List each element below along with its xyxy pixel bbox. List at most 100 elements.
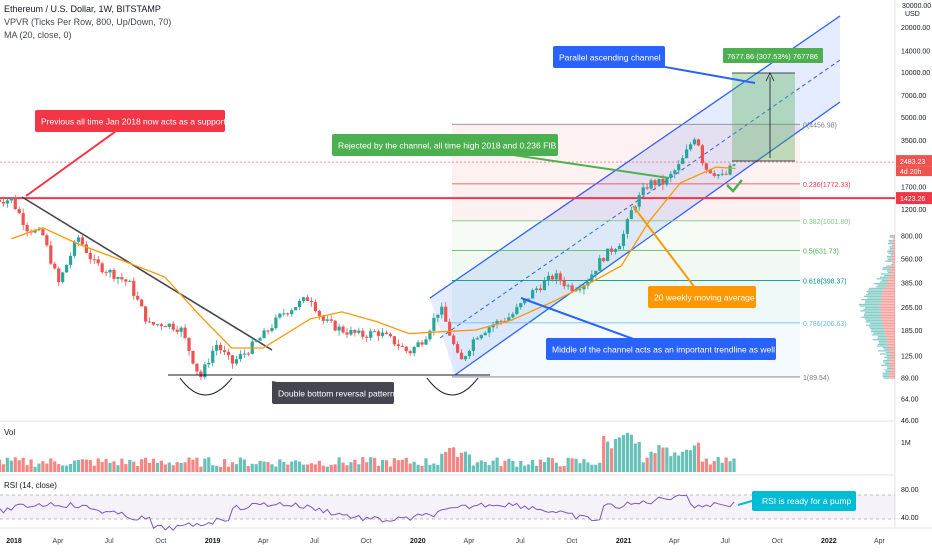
candle-body[interactable] [143,306,148,322]
candle-body[interactable] [692,139,697,145]
measure-box[interactable] [732,73,795,161]
candle-body[interactable] [136,295,140,300]
candle-body[interactable] [353,329,357,333]
candle-body[interactable] [234,359,239,364]
candle-body[interactable] [68,255,73,265]
candle-body[interactable] [673,170,677,174]
candle-body[interactable] [246,353,250,355]
candle-body[interactable] [412,347,416,354]
candle-body[interactable] [325,319,329,321]
candle-body[interactable] [369,331,373,338]
candle-body[interactable] [653,180,657,186]
candle-body[interactable] [294,307,298,311]
candle-body[interactable] [215,344,219,351]
candle-body[interactable] [124,279,128,282]
candle-body[interactable] [72,241,77,256]
candle-body[interactable] [459,352,464,360]
candle-body[interactable] [404,346,408,352]
ma20-line[interactable] [11,166,736,349]
candle-body[interactable] [278,313,282,318]
candle-body[interactable] [479,335,483,339]
candle-body[interactable] [309,300,314,303]
candle-body[interactable] [274,317,278,329]
candle-body[interactable] [357,330,361,333]
candle-body[interactable] [515,307,519,315]
candle-body[interactable] [590,274,594,283]
candle-body[interactable] [9,198,13,201]
candle-body[interactable] [665,177,669,185]
candle-body[interactable] [37,229,41,231]
candle-body[interactable] [376,331,381,336]
candle-body[interactable] [349,329,353,335]
candle-body[interactable] [290,310,294,315]
candle-body[interactable] [463,356,468,360]
candle-body[interactable] [104,272,108,274]
downtrend-line[interactable] [21,196,273,351]
candle-body[interactable] [100,263,104,273]
candle-body[interactable] [191,351,195,364]
candle-body[interactable] [305,297,310,301]
candle-body[interactable] [321,315,325,321]
candle-body[interactable] [396,344,400,347]
candle-body[interactable] [65,264,69,273]
double-bottom-note-box[interactable] [272,382,394,404]
candle-body[interactable] [238,354,242,360]
candle-body[interactable] [345,332,349,335]
candle-body[interactable] [301,297,306,301]
candle-body[interactable] [286,313,290,315]
candle-body[interactable] [428,330,432,340]
candle-body[interactable] [613,249,618,252]
candle-body[interactable] [388,334,393,337]
candle-body[interactable] [625,219,629,234]
candle-body[interactable] [171,323,175,330]
candle-body[interactable] [329,319,333,321]
candle-body[interactable] [84,244,88,253]
candle-body[interactable] [179,327,183,332]
candle-body[interactable] [266,330,270,332]
candle-body[interactable] [712,173,716,176]
candle-body[interactable] [49,245,53,264]
candle-body[interactable] [649,180,653,189]
candle-body[interactable] [677,164,681,171]
candle-body[interactable] [606,248,610,262]
candle-body[interactable] [365,336,369,338]
candle-body[interactable] [519,303,523,308]
candle-body[interactable] [21,213,25,225]
candle-body[interactable] [254,340,258,342]
candle-body[interactable] [408,351,412,354]
candle-body[interactable] [685,149,689,159]
candle-body[interactable] [455,344,460,353]
candle-body[interactable] [222,350,227,352]
candle-body[interactable] [420,342,424,345]
candle-body[interactable] [527,298,531,300]
candle-body[interactable] [0,199,2,202]
candle-body[interactable] [471,339,475,351]
candle-body[interactable] [732,164,736,166]
candle-body[interactable] [147,321,152,323]
rsi-line[interactable] [0,494,735,532]
rsi-note-box[interactable] [752,491,856,511]
candle-body[interactable] [155,324,160,326]
candle-body[interactable] [199,371,203,378]
candle-body[interactable] [226,351,231,356]
ma20-note-box[interactable] [648,286,756,308]
candle-body[interactable] [720,173,724,175]
candle-body[interactable] [507,317,511,322]
candle-body[interactable] [475,338,479,340]
candle-body[interactable] [487,327,491,333]
candle-body[interactable] [53,263,57,269]
candle-body[interactable] [542,280,547,291]
candle-body[interactable] [230,355,235,364]
candle-body[interactable] [392,336,396,345]
candle-body[interactable] [333,320,337,331]
candle-body[interactable] [195,363,199,372]
candle-body[interactable] [641,187,645,196]
candle-body[interactable] [76,237,81,242]
candle-body[interactable] [688,144,693,150]
candle-body[interactable] [424,339,428,345]
candle-body[interactable] [108,269,112,273]
candle-body[interactable] [645,187,649,189]
candle-body[interactable] [128,280,132,282]
